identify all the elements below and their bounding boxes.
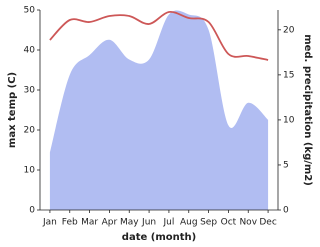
y-tick-label: 20 <box>24 126 36 136</box>
y-tick-label: 40 <box>24 46 36 56</box>
y2-tick-label: 10 <box>283 115 295 125</box>
x-tick-label: Oct <box>221 218 237 228</box>
y-tick-label: 30 <box>24 86 36 96</box>
y2-tick-label: 0 <box>283 206 289 216</box>
y-tick-label: 50 <box>24 6 36 16</box>
x-tick-label: May <box>120 218 139 228</box>
y-tick-label: 0 <box>29 206 35 216</box>
y2-tick-label: 5 <box>283 160 289 170</box>
x-tick-label: Jan <box>42 218 57 228</box>
x-tick-label: Aug <box>180 218 198 228</box>
x-tick-label: Mar <box>81 218 98 228</box>
y-axis-label: max temp (C) <box>7 72 18 148</box>
x-tick-label: Feb <box>62 218 78 228</box>
y2-tick-label: 15 <box>283 70 294 80</box>
y2-tick-label: 20 <box>283 25 295 35</box>
x-tick-label: Sep <box>200 218 217 228</box>
y-tick-label: 10 <box>24 166 36 176</box>
x-tick-label: Apr <box>102 218 118 228</box>
x-tick-label: Jun <box>141 218 156 228</box>
temp-line <box>49 11 269 61</box>
x-axis-label: date (month) <box>122 232 196 243</box>
x-tick-label: Nov <box>239 218 257 228</box>
x-tick-label: Jul <box>162 218 174 228</box>
y2-axis-label: med. precipitation (kg/m2) <box>302 34 313 186</box>
x-tick-label: Dec <box>259 218 276 228</box>
precipitation-area <box>49 10 269 211</box>
